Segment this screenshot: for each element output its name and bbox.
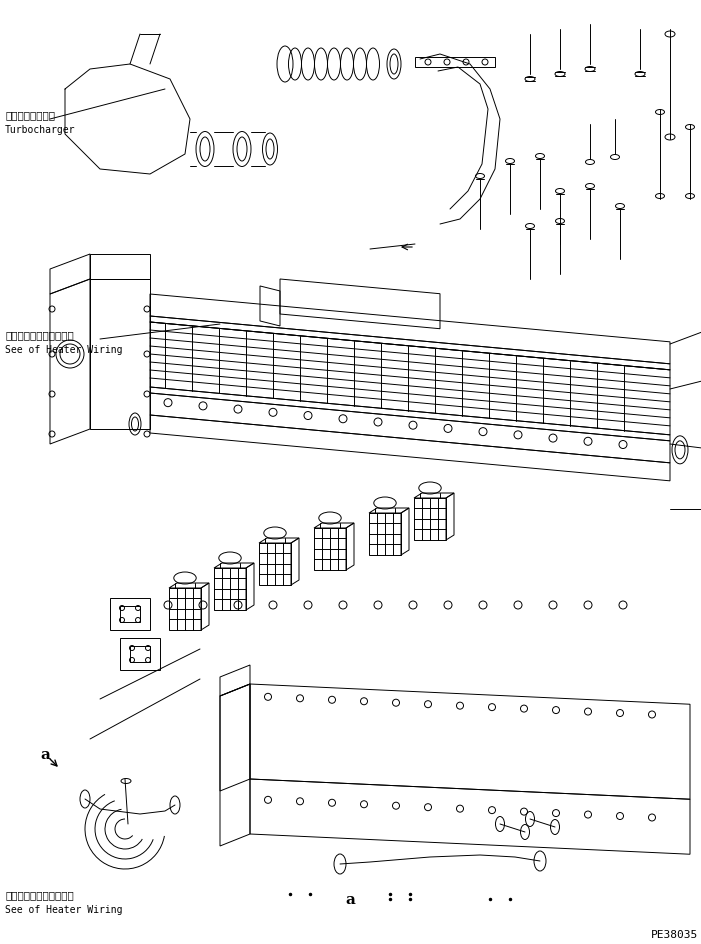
- Text: ヒータワイヤリング参照: ヒータワイヤリング参照: [5, 889, 74, 899]
- Text: a: a: [40, 748, 50, 761]
- Text: ヒータワイヤリング参照: ヒータワイヤリング参照: [5, 329, 74, 340]
- Bar: [120, 638, 160, 670]
- Bar: [130, 647, 150, 663]
- Bar: [120, 606, 140, 622]
- Text: Turbocharger: Turbocharger: [5, 125, 76, 135]
- Text: a: a: [345, 892, 355, 906]
- Text: See of Heater Wiring: See of Heater Wiring: [5, 904, 123, 914]
- Text: See of Heater Wiring: See of Heater Wiring: [5, 345, 123, 355]
- Bar: [110, 598, 150, 631]
- Text: PE38035: PE38035: [651, 929, 698, 939]
- Text: ターボチャージャ: ターボチャージャ: [5, 110, 55, 120]
